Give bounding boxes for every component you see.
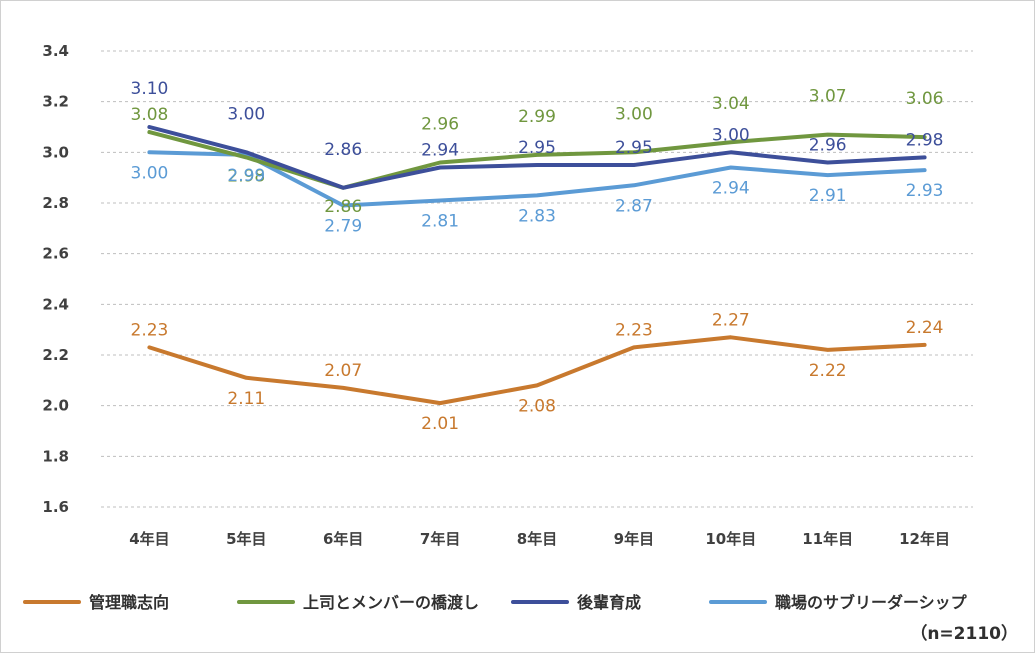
data-label: 2.79 bbox=[324, 217, 362, 237]
data-label: 2.91 bbox=[809, 186, 847, 206]
y-tick-label: 2.8 bbox=[42, 194, 69, 212]
data-label: 2.23 bbox=[615, 320, 653, 340]
data-label: 2.23 bbox=[131, 320, 169, 340]
sample-size-note: （n=2110） bbox=[910, 623, 1018, 644]
data-label: 2.86 bbox=[324, 140, 362, 160]
data-label: 2.22 bbox=[809, 361, 847, 381]
data-label: 3.08 bbox=[131, 105, 169, 125]
data-label: 2.81 bbox=[421, 211, 459, 231]
data-label: 2.99 bbox=[518, 107, 556, 127]
legend-label: 上司とメンバーの橋渡し bbox=[303, 593, 479, 612]
x-tick-label: 6年目 bbox=[323, 530, 363, 548]
legend-label: 管理職志向 bbox=[89, 593, 169, 612]
y-tick-label: 2.0 bbox=[42, 397, 69, 415]
legend-label: 後輩育成 bbox=[577, 593, 641, 612]
data-label: 2.86 bbox=[324, 197, 362, 217]
x-tick-label: 7年目 bbox=[420, 530, 460, 548]
y-tick-label: 1.8 bbox=[42, 447, 69, 465]
data-label: 2.95 bbox=[615, 138, 653, 158]
data-label: 2.94 bbox=[421, 141, 459, 161]
data-label: 2.98 bbox=[906, 130, 944, 150]
data-label: 2.11 bbox=[227, 389, 265, 409]
y-tick-label: 1.6 bbox=[42, 498, 69, 516]
data-label: 3.04 bbox=[712, 94, 750, 114]
data-label: 2.24 bbox=[906, 318, 944, 338]
legend-label: 職場のサブリーダーシップ bbox=[775, 593, 968, 612]
y-tick-label: 2.6 bbox=[42, 245, 69, 263]
data-label: 2.96 bbox=[421, 114, 459, 134]
x-tick-label: 4年目 bbox=[129, 530, 169, 548]
data-label: 2.01 bbox=[421, 414, 459, 434]
data-label: 2.27 bbox=[712, 310, 750, 330]
data-label: 3.00 bbox=[615, 104, 653, 124]
data-label: 2.83 bbox=[518, 206, 556, 226]
x-tick-label: 12年目 bbox=[899, 530, 950, 548]
data-label: 3.00 bbox=[227, 104, 265, 124]
data-label: 3.07 bbox=[809, 87, 847, 107]
x-tick-label: 5年目 bbox=[226, 530, 266, 548]
data-labels: 2.23 2.11 2.07 2.01 2.08 2.23 2.27 2.22 2.24 3.08… bbox=[131, 79, 944, 434]
x-tick-label: 10年目 bbox=[705, 530, 756, 548]
data-label: 3.00 bbox=[131, 163, 169, 183]
data-label: 3.06 bbox=[906, 89, 944, 109]
data-label: 3.00 bbox=[712, 125, 750, 145]
data-label: 2.87 bbox=[615, 196, 653, 216]
data-label: 2.07 bbox=[324, 361, 362, 381]
y-tick-label: 3.2 bbox=[42, 93, 69, 111]
x-tick-label: 9年目 bbox=[614, 530, 654, 548]
x-tick-label: 11年目 bbox=[802, 530, 853, 548]
x-tick-label: 8年目 bbox=[517, 530, 557, 548]
data-label: 2.99 bbox=[227, 166, 265, 186]
data-label: 2.93 bbox=[906, 181, 944, 201]
data-label: 3.10 bbox=[131, 79, 169, 99]
legend: 管理職志向 上司とメンバーの橋渡し 後輩育成 職場のサブリーダーシップ bbox=[25, 593, 968, 612]
data-label: 2.94 bbox=[712, 179, 750, 199]
y-tick-label: 3.4 bbox=[42, 42, 69, 60]
y-tick-label: 2.2 bbox=[42, 346, 69, 364]
data-label: 2.95 bbox=[518, 138, 556, 158]
data-label: 2.08 bbox=[518, 396, 556, 416]
x-axis-ticks: 4年目 5年目 6年目 7年目 8年目 9年目 10年目 11年目 12年目 bbox=[129, 530, 950, 548]
data-label: 2.96 bbox=[809, 135, 847, 155]
y-tick-label: 3.0 bbox=[42, 143, 69, 161]
y-axis-ticks: 1.6 1.8 2.0 2.2 2.4 2.6 2.8 3.0 3.2 3.4 bbox=[42, 42, 69, 516]
y-tick-label: 2.4 bbox=[42, 295, 69, 313]
